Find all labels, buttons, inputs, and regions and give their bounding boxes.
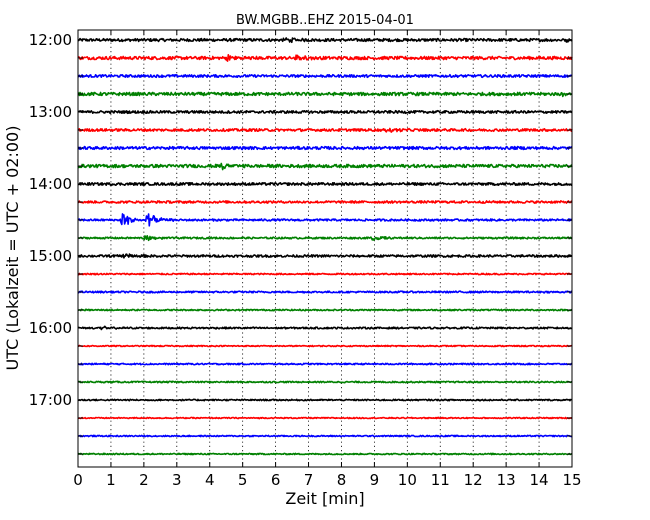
y-tick-label: 14:00 — [29, 175, 72, 193]
trace-1230 — [77, 73, 573, 79]
trace-1515 — [77, 272, 573, 276]
y-tick-label: 15:00 — [29, 247, 72, 265]
y-axis-label: UTC (Lokalzeit = UTC + 02:00) — [3, 126, 22, 371]
trace-1745 — [77, 452, 573, 456]
traces — [77, 37, 573, 456]
trace-1700 — [77, 398, 573, 402]
x-tick-label: 2 — [139, 471, 149, 489]
x-tick-label: 3 — [172, 471, 182, 489]
x-tick-label: 10 — [398, 471, 417, 489]
y-axis: 12:00 13:00 14:00 15:00 16:00 17:00 — [29, 31, 572, 455]
trace-1430 — [77, 213, 573, 227]
x-tick-label: 12 — [464, 471, 483, 489]
trace-1245 — [77, 91, 573, 98]
trace-1315 — [77, 127, 573, 133]
x-tick-label: 1 — [106, 471, 116, 489]
trace-1330 — [77, 145, 573, 151]
chart-title: BW.MGBB..EHZ 2015-04-01 — [236, 13, 414, 28]
y-tick-label: 12:00 — [29, 31, 72, 49]
trace-1500 — [77, 253, 573, 259]
trace-1215 — [77, 54, 573, 62]
x-tick-label: 14 — [530, 471, 549, 489]
trace-1400 — [77, 182, 573, 187]
trace-1415 — [77, 200, 573, 204]
trace-1545 — [77, 308, 573, 312]
x-tick-label: 8 — [337, 471, 347, 489]
x-tick-label: 13 — [497, 471, 516, 489]
trace-1715 — [77, 416, 573, 420]
grid-lines — [110, 30, 540, 467]
y-tick-label: 17:00 — [29, 391, 72, 409]
x-tick-label: 11 — [431, 471, 450, 489]
y-tick-label: 16:00 — [29, 319, 72, 337]
plot-frame — [77, 29, 573, 468]
trace-1645 — [77, 380, 573, 384]
x-tick-label: 9 — [370, 471, 380, 489]
trace-1530 — [77, 290, 573, 294]
x-tick-label: 15 — [562, 471, 581, 489]
trace-1615 — [77, 344, 573, 348]
trace-1300 — [77, 109, 573, 115]
x-tick-label: 7 — [304, 471, 314, 489]
x-axis: 0 1 2 3 4 5 6 7 8 9 10 11 12 13 14 15 — [73, 30, 582, 489]
trace-1200 — [77, 37, 573, 44]
trace-1630 — [77, 362, 573, 366]
x-tick-label: 6 — [271, 471, 281, 489]
x-tick-label: 5 — [238, 471, 248, 489]
trace-1730 — [77, 434, 573, 438]
x-tick-label: 0 — [73, 471, 83, 489]
x-axis-label: Zeit [min] — [285, 489, 364, 508]
y-tick-label: 13:00 — [29, 103, 72, 121]
x-tick-label: 4 — [205, 471, 215, 489]
trace-1600 — [77, 325, 573, 331]
trace-1445 — [77, 235, 573, 242]
trace-1345 — [77, 162, 573, 171]
